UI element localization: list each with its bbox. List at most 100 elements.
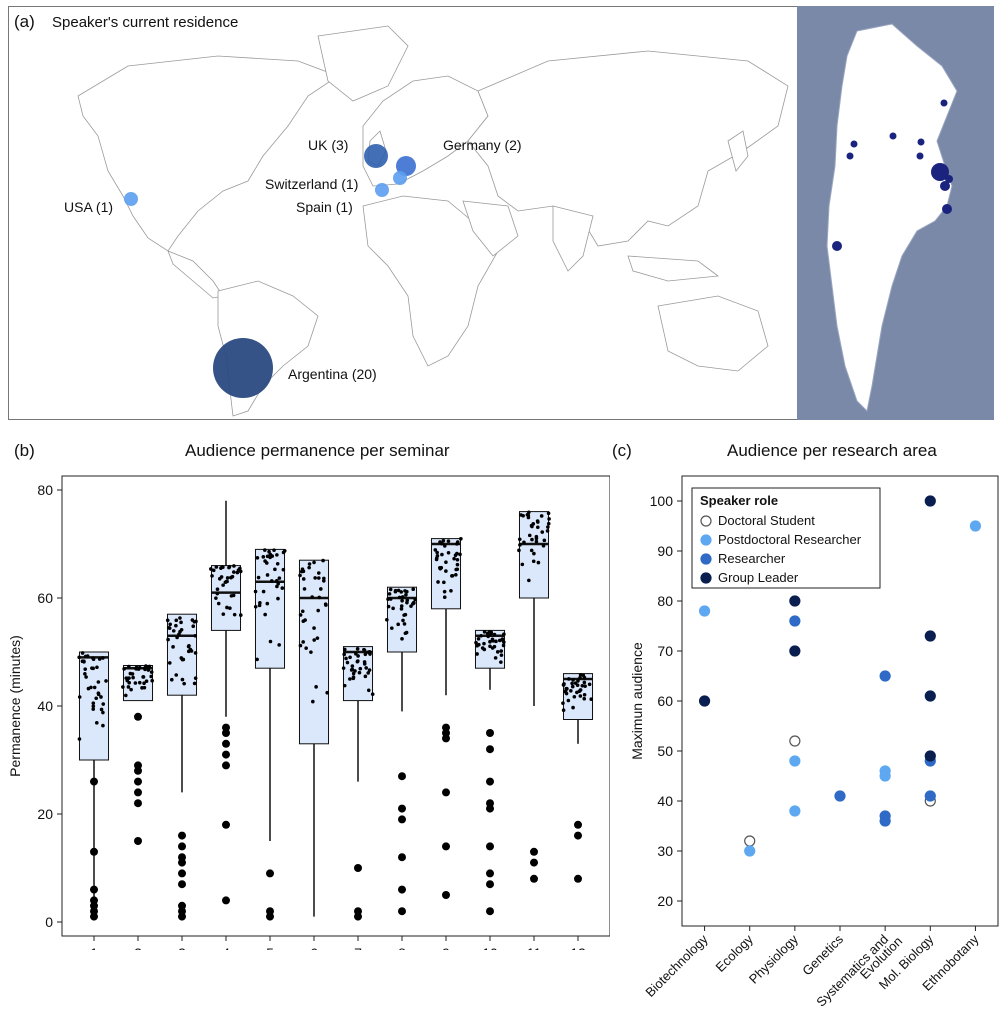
outlier-point <box>398 853 406 862</box>
legend-entry: Doctoral Student <box>718 513 815 528</box>
jitter-point <box>232 612 237 617</box>
x-tick-label: 4 <box>222 945 230 950</box>
jitter-point <box>122 667 126 671</box>
jitter-point <box>442 589 447 594</box>
outlier-point <box>486 745 494 754</box>
jitter-point <box>502 632 506 636</box>
panel-a-label: (a) <box>14 12 35 31</box>
jitter-point <box>167 626 172 630</box>
jitter-point <box>400 637 404 641</box>
legend-box <box>691 487 881 589</box>
jitter-point <box>491 639 495 643</box>
jitter-point <box>534 536 539 541</box>
box <box>562 673 594 721</box>
jitter-point <box>83 667 88 671</box>
panel-c-title: Audience per research area <box>727 441 937 460</box>
jitter-point <box>341 666 346 670</box>
jitter-point <box>171 629 176 633</box>
jitter-point <box>232 564 236 568</box>
outlier-point <box>442 788 450 797</box>
outlier-point <box>178 858 186 867</box>
arg-point <box>940 181 950 191</box>
scatter-point <box>789 595 801 607</box>
jitter-point <box>583 684 587 688</box>
jitter-point <box>175 635 179 640</box>
jitter-point <box>277 576 282 580</box>
outlier-point <box>90 777 98 786</box>
jitter-point <box>566 698 571 703</box>
y-tick-label: 20 <box>657 893 673 909</box>
jitter-point <box>518 543 522 547</box>
jitter-point <box>453 553 458 558</box>
jitter-point <box>298 573 302 578</box>
jitter-point <box>435 553 440 558</box>
jitter-point <box>121 685 125 689</box>
outlier-point <box>442 842 450 851</box>
arg-point <box>850 140 858 148</box>
jitter-point <box>342 683 347 688</box>
asia-shape <box>467 50 789 247</box>
scatter-point <box>924 790 936 802</box>
jitter-point <box>225 605 229 610</box>
jitter-point <box>433 548 438 552</box>
jitter-point <box>214 565 219 569</box>
outlier-point <box>134 766 142 775</box>
jitter-point <box>142 685 147 690</box>
jitter-point <box>193 676 198 680</box>
central-america-shape <box>167 250 224 299</box>
jitter-point <box>265 601 270 606</box>
jitter-point <box>150 678 154 683</box>
legend-entry: Group Leader <box>718 570 799 585</box>
jitter-point <box>316 571 321 575</box>
jitter-point <box>368 652 372 656</box>
jitter-point <box>101 656 105 660</box>
jitter-point <box>400 598 404 603</box>
jitter-point <box>561 701 565 705</box>
jitter-point <box>319 587 323 591</box>
jitter-point <box>134 667 139 671</box>
outlier-point <box>266 912 274 921</box>
jitter-point <box>146 668 151 672</box>
arg-point <box>940 99 948 107</box>
y-axis-label: Permanence (minutes) <box>7 635 23 777</box>
jitter-point <box>133 681 138 685</box>
outlier-point <box>222 750 230 759</box>
scatter-point <box>789 805 801 817</box>
y-tick-label: 0 <box>45 914 53 930</box>
jitter-point <box>280 586 285 590</box>
jitter-point <box>149 674 153 679</box>
scatter-point <box>698 605 711 617</box>
jitter-point <box>238 613 243 617</box>
jitter-point <box>342 647 347 652</box>
arg-point <box>832 241 842 251</box>
jitter-point <box>530 537 534 542</box>
x-tick-label: Genetics <box>799 931 846 978</box>
scatter-point <box>789 645 801 657</box>
x-tick-label: 8 <box>398 945 406 950</box>
jitter-point <box>96 691 101 695</box>
jitter-point <box>91 707 96 711</box>
label-argentina: Argentina (20) <box>288 366 377 382</box>
indonesia-shape <box>627 255 720 282</box>
jitter-point <box>442 580 446 585</box>
x-tick-label: 5 <box>266 945 274 950</box>
jitter-point <box>546 521 551 526</box>
jitter-point <box>482 630 487 634</box>
y-tick-label: 80 <box>657 593 673 609</box>
jitter-point <box>390 626 394 630</box>
jitter-point <box>499 653 504 657</box>
jitter-point <box>582 696 587 701</box>
jitter-point <box>315 636 320 640</box>
jitter-point <box>171 645 175 649</box>
scatter-point <box>879 815 891 827</box>
box <box>254 548 286 669</box>
jitter-point <box>479 633 483 638</box>
jitter-point <box>191 624 196 629</box>
outlier-point <box>178 912 186 921</box>
jitter-point <box>455 557 460 562</box>
jitter-point <box>301 569 305 574</box>
jitter-point <box>83 672 87 676</box>
scatter-point <box>969 520 982 532</box>
outlier-point <box>486 804 494 813</box>
outlier-point <box>398 815 406 824</box>
